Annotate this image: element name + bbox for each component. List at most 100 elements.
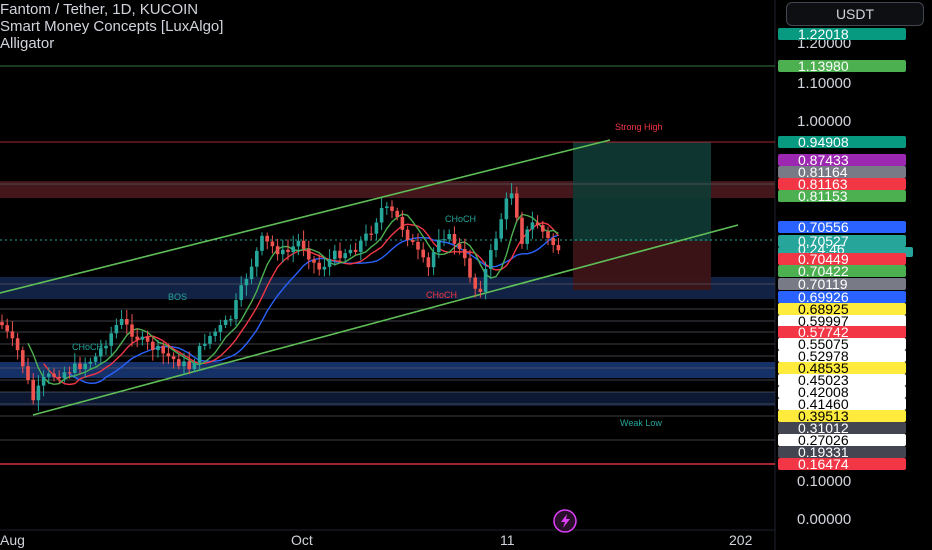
candle-body xyxy=(260,235,264,251)
candle-body xyxy=(62,372,67,379)
price-label: 0.39513 xyxy=(778,408,906,424)
price-label: 0.70119 xyxy=(778,276,906,292)
candle-body xyxy=(234,300,238,320)
candle-body xyxy=(104,345,108,349)
candle-body xyxy=(291,246,295,252)
indicator-alligator-label[interactable]: Alligator xyxy=(0,35,55,52)
candle-body xyxy=(296,240,301,247)
y-tick-label: 1.00000 xyxy=(797,113,851,130)
candle-body xyxy=(5,325,9,332)
candle-body xyxy=(525,229,529,244)
candle-body xyxy=(385,206,389,208)
candle-body xyxy=(395,210,399,217)
flash-icon[interactable] xyxy=(553,509,577,533)
channel-upper-line[interactable] xyxy=(0,139,611,294)
candle-body xyxy=(203,343,207,346)
price-label: 0.48535 xyxy=(778,360,906,376)
long-position-loss[interactable] xyxy=(573,241,711,290)
price-label: 0.94908 xyxy=(778,134,906,150)
svg-text:0.70119: 0.70119 xyxy=(798,276,848,292)
candle-body xyxy=(140,336,145,340)
svg-text:0.48535: 0.48535 xyxy=(798,360,849,376)
price-label: 0.87433 xyxy=(778,152,906,168)
candle-body xyxy=(255,250,259,267)
svg-text:0.70449: 0.70449 xyxy=(798,251,849,267)
price-label: 0.45023 xyxy=(778,372,906,388)
candle-body xyxy=(57,376,61,379)
choch-label-3: CHoCH xyxy=(426,290,457,300)
candle-body xyxy=(348,249,353,254)
candle-body xyxy=(229,319,233,321)
svg-text:0.41460: 0.41460 xyxy=(798,396,849,412)
svg-text:0.19331: 0.19331 xyxy=(798,444,849,460)
price-label: 0.42008 xyxy=(778,384,906,400)
candle-body xyxy=(21,350,25,367)
candle-body xyxy=(109,333,113,346)
candle-body xyxy=(437,239,441,253)
candle-body xyxy=(483,268,488,292)
candle-body xyxy=(125,318,129,325)
candle-body xyxy=(0,322,4,326)
price-label: 0.59997 xyxy=(778,313,906,329)
candle-body xyxy=(535,222,540,226)
candle-body xyxy=(151,341,155,351)
candle-body xyxy=(171,356,176,360)
svg-text:0.70422: 0.70422 xyxy=(798,263,849,279)
bos-label: BOS xyxy=(168,292,187,302)
price-label: 0.41460 xyxy=(778,396,906,412)
candle-body xyxy=(265,235,269,242)
channel-lower-line[interactable] xyxy=(32,224,739,416)
candle-body xyxy=(546,231,550,239)
candle-body xyxy=(192,363,197,370)
level-lines xyxy=(0,65,775,465)
svg-text:0.70556: 0.70556 xyxy=(798,219,849,235)
svg-text:0.27026: 0.27026 xyxy=(798,432,849,448)
price-label: 1.22018 xyxy=(778,26,906,42)
candle-body xyxy=(244,279,249,286)
svg-text:0.52978: 0.52978 xyxy=(798,348,849,364)
candle-body xyxy=(494,238,498,251)
candle-body xyxy=(327,259,332,267)
price-label: 0.70449 xyxy=(778,251,906,267)
candle-body xyxy=(119,318,124,325)
long-position-profit[interactable] xyxy=(573,142,711,241)
candle-body xyxy=(281,249,285,255)
price-label: 0.70556 xyxy=(778,219,906,235)
svg-text:0.81153: 0.81153 xyxy=(798,188,848,204)
candle-body xyxy=(520,217,524,244)
svg-text:0.42008: 0.42008 xyxy=(798,384,849,400)
candle-body xyxy=(457,243,462,249)
price-label: 1.13980 xyxy=(778,58,906,74)
svg-text:0.55075: 0.55075 xyxy=(798,336,849,352)
svg-text:0.81164: 0.81164 xyxy=(798,164,848,180)
svg-text:0.87433: 0.87433 xyxy=(798,152,849,168)
price-label: 0.70422 xyxy=(778,263,906,279)
price-label: 0.31012 xyxy=(778,420,906,436)
candle-body xyxy=(52,373,56,377)
candle-body xyxy=(41,376,46,386)
price-label: 0.16474 xyxy=(778,456,906,472)
candle-body xyxy=(416,241,420,250)
candle-body xyxy=(239,285,243,301)
candle-body xyxy=(447,233,451,240)
candle-body xyxy=(223,319,228,325)
y-axis-ticks: 1.20000 1.10000 1.00000 0.10000 0.00000 xyxy=(797,35,851,528)
choch-label-1: CHoCH xyxy=(72,342,103,352)
candle-body xyxy=(83,363,87,370)
candle-body xyxy=(275,246,280,255)
candle-body xyxy=(286,249,290,252)
candle-body xyxy=(93,356,98,362)
demand-zone-bottom xyxy=(0,392,775,406)
candle-body xyxy=(541,225,545,232)
currency-selector-button[interactable]: USDT xyxy=(786,2,924,26)
svg-text:1.13980: 1.13980 xyxy=(798,58,849,74)
candle-body xyxy=(338,250,342,259)
candle-body xyxy=(47,373,51,377)
candle-body xyxy=(270,241,275,247)
indicator-smc-label[interactable]: Smart Money Concepts [LuxAlgo] xyxy=(0,18,224,35)
candle-body xyxy=(374,222,379,234)
strong-high-label: Strong High xyxy=(615,122,663,132)
candle-body xyxy=(473,277,477,289)
